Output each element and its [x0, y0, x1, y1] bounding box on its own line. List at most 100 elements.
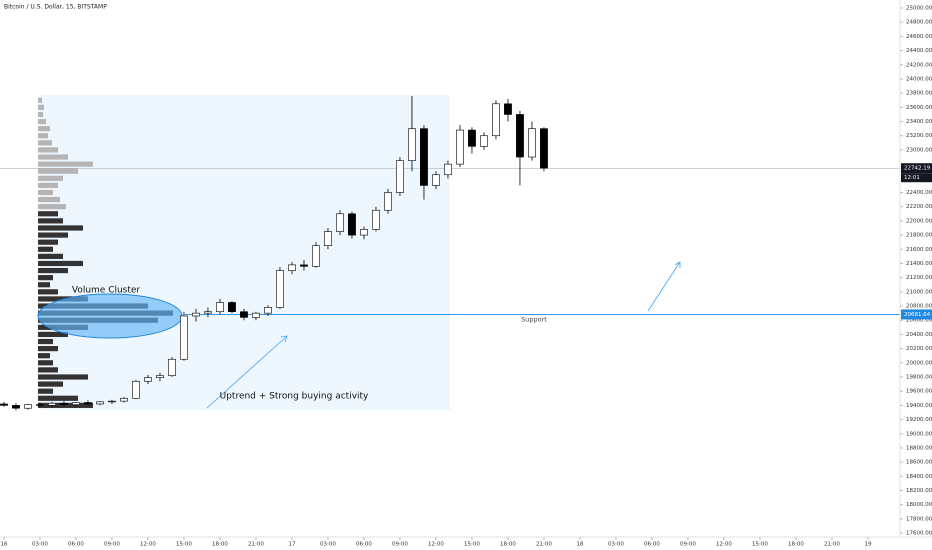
volume-bar [38, 267, 68, 274]
x-tick-label: 18:00 [788, 542, 804, 548]
x-tick-label: 06:00 [356, 542, 372, 548]
x-tick-label: 12:00 [140, 542, 156, 548]
support-label: Support [521, 315, 547, 323]
candle-body [264, 307, 272, 314]
candle-body [228, 302, 236, 313]
countdown-tag [901, 173, 932, 183]
volume-bar [38, 204, 66, 210]
x-tick-label: 21:00 [824, 542, 840, 548]
y-tick-label: 21600.00 [906, 247, 932, 253]
x-tick-label: 03:00 [32, 542, 48, 548]
y-tick-label: 24800.00 [906, 20, 932, 26]
y-tick-label: 17600.00 [906, 531, 932, 537]
candle-body [84, 402, 92, 405]
x-tick-label: 19 [864, 542, 871, 548]
candle-body [420, 128, 428, 186]
volume-bar [38, 111, 43, 118]
x-tick-label: 21:00 [536, 542, 552, 548]
candle-body [336, 213, 344, 232]
volume-bar [38, 246, 53, 252]
volume-bar [38, 104, 44, 110]
volume-bar [38, 168, 78, 174]
y-tick-label: 20000.00 [906, 360, 932, 366]
y-tick-label: 20400.00 [906, 332, 932, 338]
y-tick-label: 18600.00 [906, 460, 932, 466]
y-tick-label: 24400.00 [906, 48, 932, 54]
support-price-tag [901, 309, 932, 320]
y-tick-label: 18400.00 [906, 474, 932, 480]
volume-bar [38, 154, 68, 160]
plot [0, 96, 900, 411]
candle-body [108, 400, 116, 403]
y-tick-label: 19000.00 [906, 431, 932, 437]
candle-body [372, 209, 380, 230]
x-tick-label: 03:00 [608, 542, 624, 548]
volume-bar [38, 225, 83, 231]
y-tick-label: 19800.00 [906, 374, 932, 380]
volume-cluster-ellipse [37, 293, 183, 339]
y-tick-label: 17800.00 [906, 516, 932, 522]
candle-body [324, 231, 332, 247]
candle-body [24, 404, 32, 409]
last-price-label: 22742.19 [904, 166, 931, 172]
volume-bar [38, 346, 58, 352]
volume-bar [38, 289, 58, 295]
candle-body [252, 312, 260, 318]
y-tick-label: 19600.00 [906, 389, 932, 395]
candle-body [156, 375, 164, 379]
candle-body [360, 229, 368, 236]
x-tick-label: 15:00 [752, 542, 768, 548]
candle-body [72, 402, 80, 405]
candle-body [144, 377, 152, 382]
y-tick-label: 24600.00 [906, 34, 932, 40]
volume-bar [38, 260, 83, 267]
candle-body [528, 128, 536, 158]
annotation: Uptrend + Strong buying activity [220, 392, 369, 402]
x-tick-label: 12:00 [716, 542, 732, 548]
candle-body [312, 245, 320, 267]
x-tick-label: 17 [288, 542, 295, 548]
candle-body [480, 135, 488, 147]
volume-bar [38, 97, 42, 103]
volume-bar [38, 402, 93, 408]
candle-body [60, 402, 68, 405]
candle-body [468, 129, 476, 147]
candle-body [48, 402, 56, 406]
arrow-head [674, 261, 681, 268]
volume-bar [38, 331, 68, 338]
volume-bar [38, 161, 93, 167]
y-tick-label: 21400.00 [906, 261, 932, 267]
y-tick-label: 22200.00 [906, 204, 932, 210]
volume-bar [38, 182, 58, 189]
candle-body [504, 103, 512, 115]
volume-bar [38, 253, 63, 259]
volume-bar [38, 133, 48, 139]
arrow [647, 261, 681, 312]
volume-bar [38, 140, 52, 146]
candle-body [492, 103, 500, 137]
y-tick-label: 23800.00 [906, 91, 932, 97]
candle-body [432, 174, 440, 186]
candle-body [12, 405, 20, 409]
last-price-tag [901, 163, 932, 174]
y-tick-label: 21800.00 [906, 233, 932, 239]
y-tick-label: 18200.00 [906, 488, 932, 494]
candle-body [408, 128, 416, 161]
candle-body [216, 302, 224, 313]
volume-bar [38, 197, 60, 203]
volume-bar [38, 118, 46, 125]
candle-body [240, 311, 248, 318]
volume-bar [38, 353, 50, 359]
volume-bar [38, 189, 53, 196]
x-tick-label: 16 [0, 542, 7, 548]
y-tick-label: 23600.00 [906, 105, 932, 111]
x-tick-label: 09:00 [392, 542, 408, 548]
candle-body [444, 163, 452, 176]
volume-bar [38, 374, 88, 380]
candle-body [168, 358, 176, 376]
candle-body [276, 270, 284, 308]
y-tick-label: 21200.00 [906, 275, 932, 281]
chart-title: Bitcoin / U.S. Dollar, 15, BITSTAMP [4, 4, 107, 11]
y-tick-label: 20800.00 [906, 304, 932, 310]
countdown-label: 12:01 [904, 175, 920, 181]
